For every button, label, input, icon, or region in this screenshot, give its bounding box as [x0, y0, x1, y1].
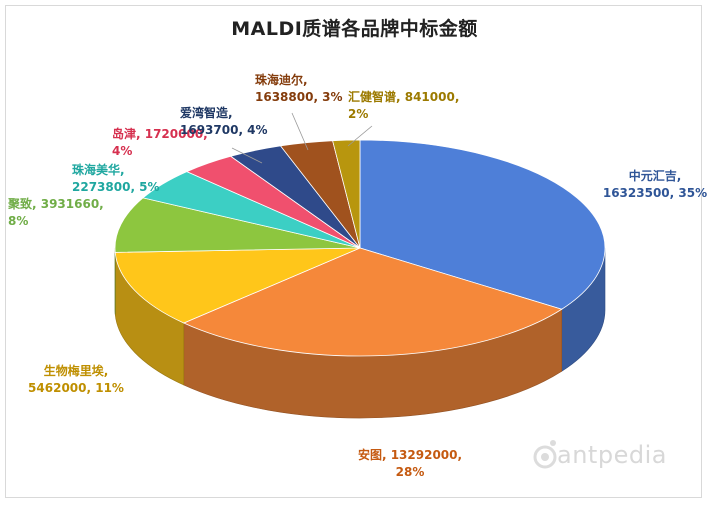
- pie-side-walls: [114, 247, 606, 419]
- watermark-logo-icon: [533, 440, 557, 469]
- data-label-珠海迪尔: 珠海迪尔, 1638800, 3%: [255, 72, 343, 104]
- pie-slice-安图: [182, 247, 563, 357]
- leader-line-珠海迪尔: [291, 112, 309, 151]
- data-labels: 中元汇吉, 16323500, 35% 安图, 13292000, 28% 生物梅里埃,…: [7, 72, 707, 479]
- leader-line-汇健智谱: [347, 125, 373, 147]
- pie-slice-中元汇吉: [359, 139, 606, 310]
- watermark-text: antpedia: [557, 441, 667, 469]
- data-label-中元汇吉: 中元汇吉, 16323500, 35%: [603, 168, 707, 200]
- pie-slice-聚致: [114, 197, 361, 253]
- watermark: antpedia: [531, 435, 681, 475]
- pie-slice-汇健智谱: [332, 139, 361, 249]
- data-label-珠海美华: 珠海美华, 2273800, 5%: [72, 162, 160, 194]
- data-label-聚致: 聚致, 3931660, 8%: [7, 196, 104, 228]
- pie-slice-生物梅里埃: [114, 247, 361, 324]
- data-label-爱湾智造: 爱湾智造, 1693700, 4%: [180, 105, 268, 137]
- leader-line-爱湾智造: [231, 147, 263, 164]
- pie-slices: [114, 139, 606, 357]
- data-label-汇健智谱: 汇健智谱, 841000, 2%: [348, 89, 459, 121]
- data-label-岛津: 岛津, 1720000, 4%: [112, 126, 208, 158]
- chart-title: MALDI质谱各品牌中标金额: [231, 18, 478, 40]
- data-label-安图: 安图, 13292000, 28%: [358, 447, 462, 479]
- data-label-生物梅里埃: 生物梅里埃, 5462000, 11%: [28, 363, 124, 395]
